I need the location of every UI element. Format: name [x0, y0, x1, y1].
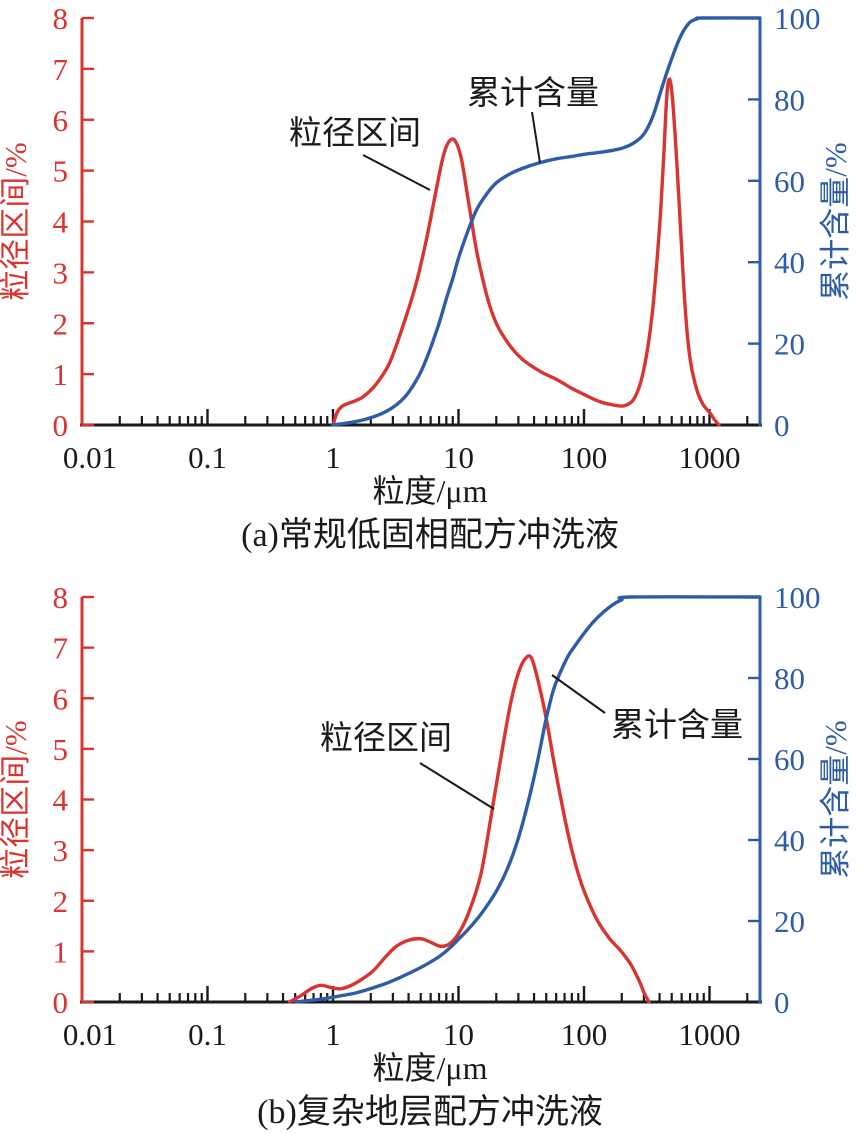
left-tick-label: 5	[53, 154, 69, 189]
x-tick-label: 0.1	[188, 1017, 227, 1052]
left-tick-label: 2	[53, 884, 69, 919]
left-tick-label: 4	[53, 205, 69, 240]
left-tick-label: 7	[53, 631, 69, 666]
x-tick-label: 1	[325, 1017, 341, 1052]
right-tick-label: 40	[774, 823, 805, 858]
x-tick-label: 100	[561, 1017, 608, 1052]
left-tick-label: 0	[53, 408, 69, 443]
chart-caption: (a)常规低固相配方冲洗液	[241, 516, 619, 554]
left-tick-label: 1	[53, 934, 69, 969]
left-tick-label: 7	[53, 52, 69, 87]
chart-a-svg: 0.01 0.1 1 10 100 1000012345678020406080100粒径…	[0, 1, 853, 554]
annotation-leader-line	[551, 674, 606, 714]
annotation-leader-line	[419, 762, 495, 810]
left-tick-label: 1	[53, 357, 69, 392]
left-tick-label: 3	[53, 833, 69, 868]
left-tick-label: 5	[53, 732, 69, 767]
chart-b: 0.01 0.1 1 10 100 1000 0 1 2 3 4 5 6 7 8 0 20 40 60 80 100 粒径…	[0, 567, 868, 1134]
x-tick-label: 0.1	[188, 440, 227, 475]
x-tick-label: 1	[325, 440, 341, 475]
chart-caption: (b)复杂地层配方冲洗液	[257, 1093, 603, 1131]
annotation-label: 累计含量	[611, 707, 743, 744]
annotation-label: 累计含量	[467, 75, 599, 112]
left-axis-title: 粒径区间/%	[0, 720, 33, 878]
x-tick-label: 0.01	[63, 440, 117, 475]
right-tick-label: 0	[774, 985, 790, 1020]
left-tick-label: 8	[53, 1, 69, 36]
left-tick-label: 8	[53, 580, 69, 615]
right-tick-label: 20	[774, 904, 805, 939]
right-tick-label: 40	[774, 245, 805, 280]
left-axis-title: 粒径区间/%	[0, 142, 33, 300]
x-tick-label: 10	[443, 440, 474, 475]
x-tick-label: 10	[443, 1017, 474, 1052]
x-tick-label: 100	[561, 440, 608, 475]
x-axis-title: 粒度/μm	[373, 1050, 488, 1086]
right-tick-label: 100	[774, 1, 821, 36]
right-tick-label: 20	[774, 327, 805, 362]
annotation-label: 粒径区间	[320, 720, 452, 757]
right-axis-title: 累计含量/%	[818, 720, 853, 878]
right-tick-label: 60	[774, 164, 805, 199]
left-tick-label: 6	[53, 103, 69, 138]
x-tick-label: 0.01	[63, 1017, 117, 1052]
left-tick-label: 6	[53, 681, 69, 716]
cumulative-curve	[293, 595, 762, 1004]
right-tick-label: 80	[774, 661, 805, 696]
annotation-leader-line	[531, 111, 541, 164]
interval-curve	[331, 77, 721, 427]
left-tick-label: 2	[53, 306, 69, 341]
annotation-leader-line	[362, 154, 431, 191]
x-axis-title: 粒度/μm	[373, 473, 488, 509]
right-axis-title: 累计含量/%	[818, 142, 853, 300]
right-tick-label: 0	[774, 408, 790, 443]
interval-curve	[287, 654, 651, 1004]
left-tick-label: 0	[53, 985, 69, 1020]
x-tick-label: 1000	[679, 440, 741, 475]
right-tick-label: 60	[774, 742, 805, 777]
annotation-label: 粒径区间	[289, 115, 421, 152]
right-tick-label: 80	[774, 82, 805, 117]
right-tick-label: 100	[774, 580, 821, 615]
chart-a: 0.01 0.1 1 10 100 1000 0 1 2 3 4 5 6 7 8 0 20 40 60 80 100 粒径…	[0, 1, 853, 554]
left-tick-label: 4	[53, 783, 69, 818]
x-tick-label: 1000	[679, 1017, 741, 1052]
left-tick-label: 3	[53, 255, 69, 290]
chart-b-svg: 0.01 0.1 1 10 100 1000012345678020406080100粒径…	[0, 580, 853, 1131]
